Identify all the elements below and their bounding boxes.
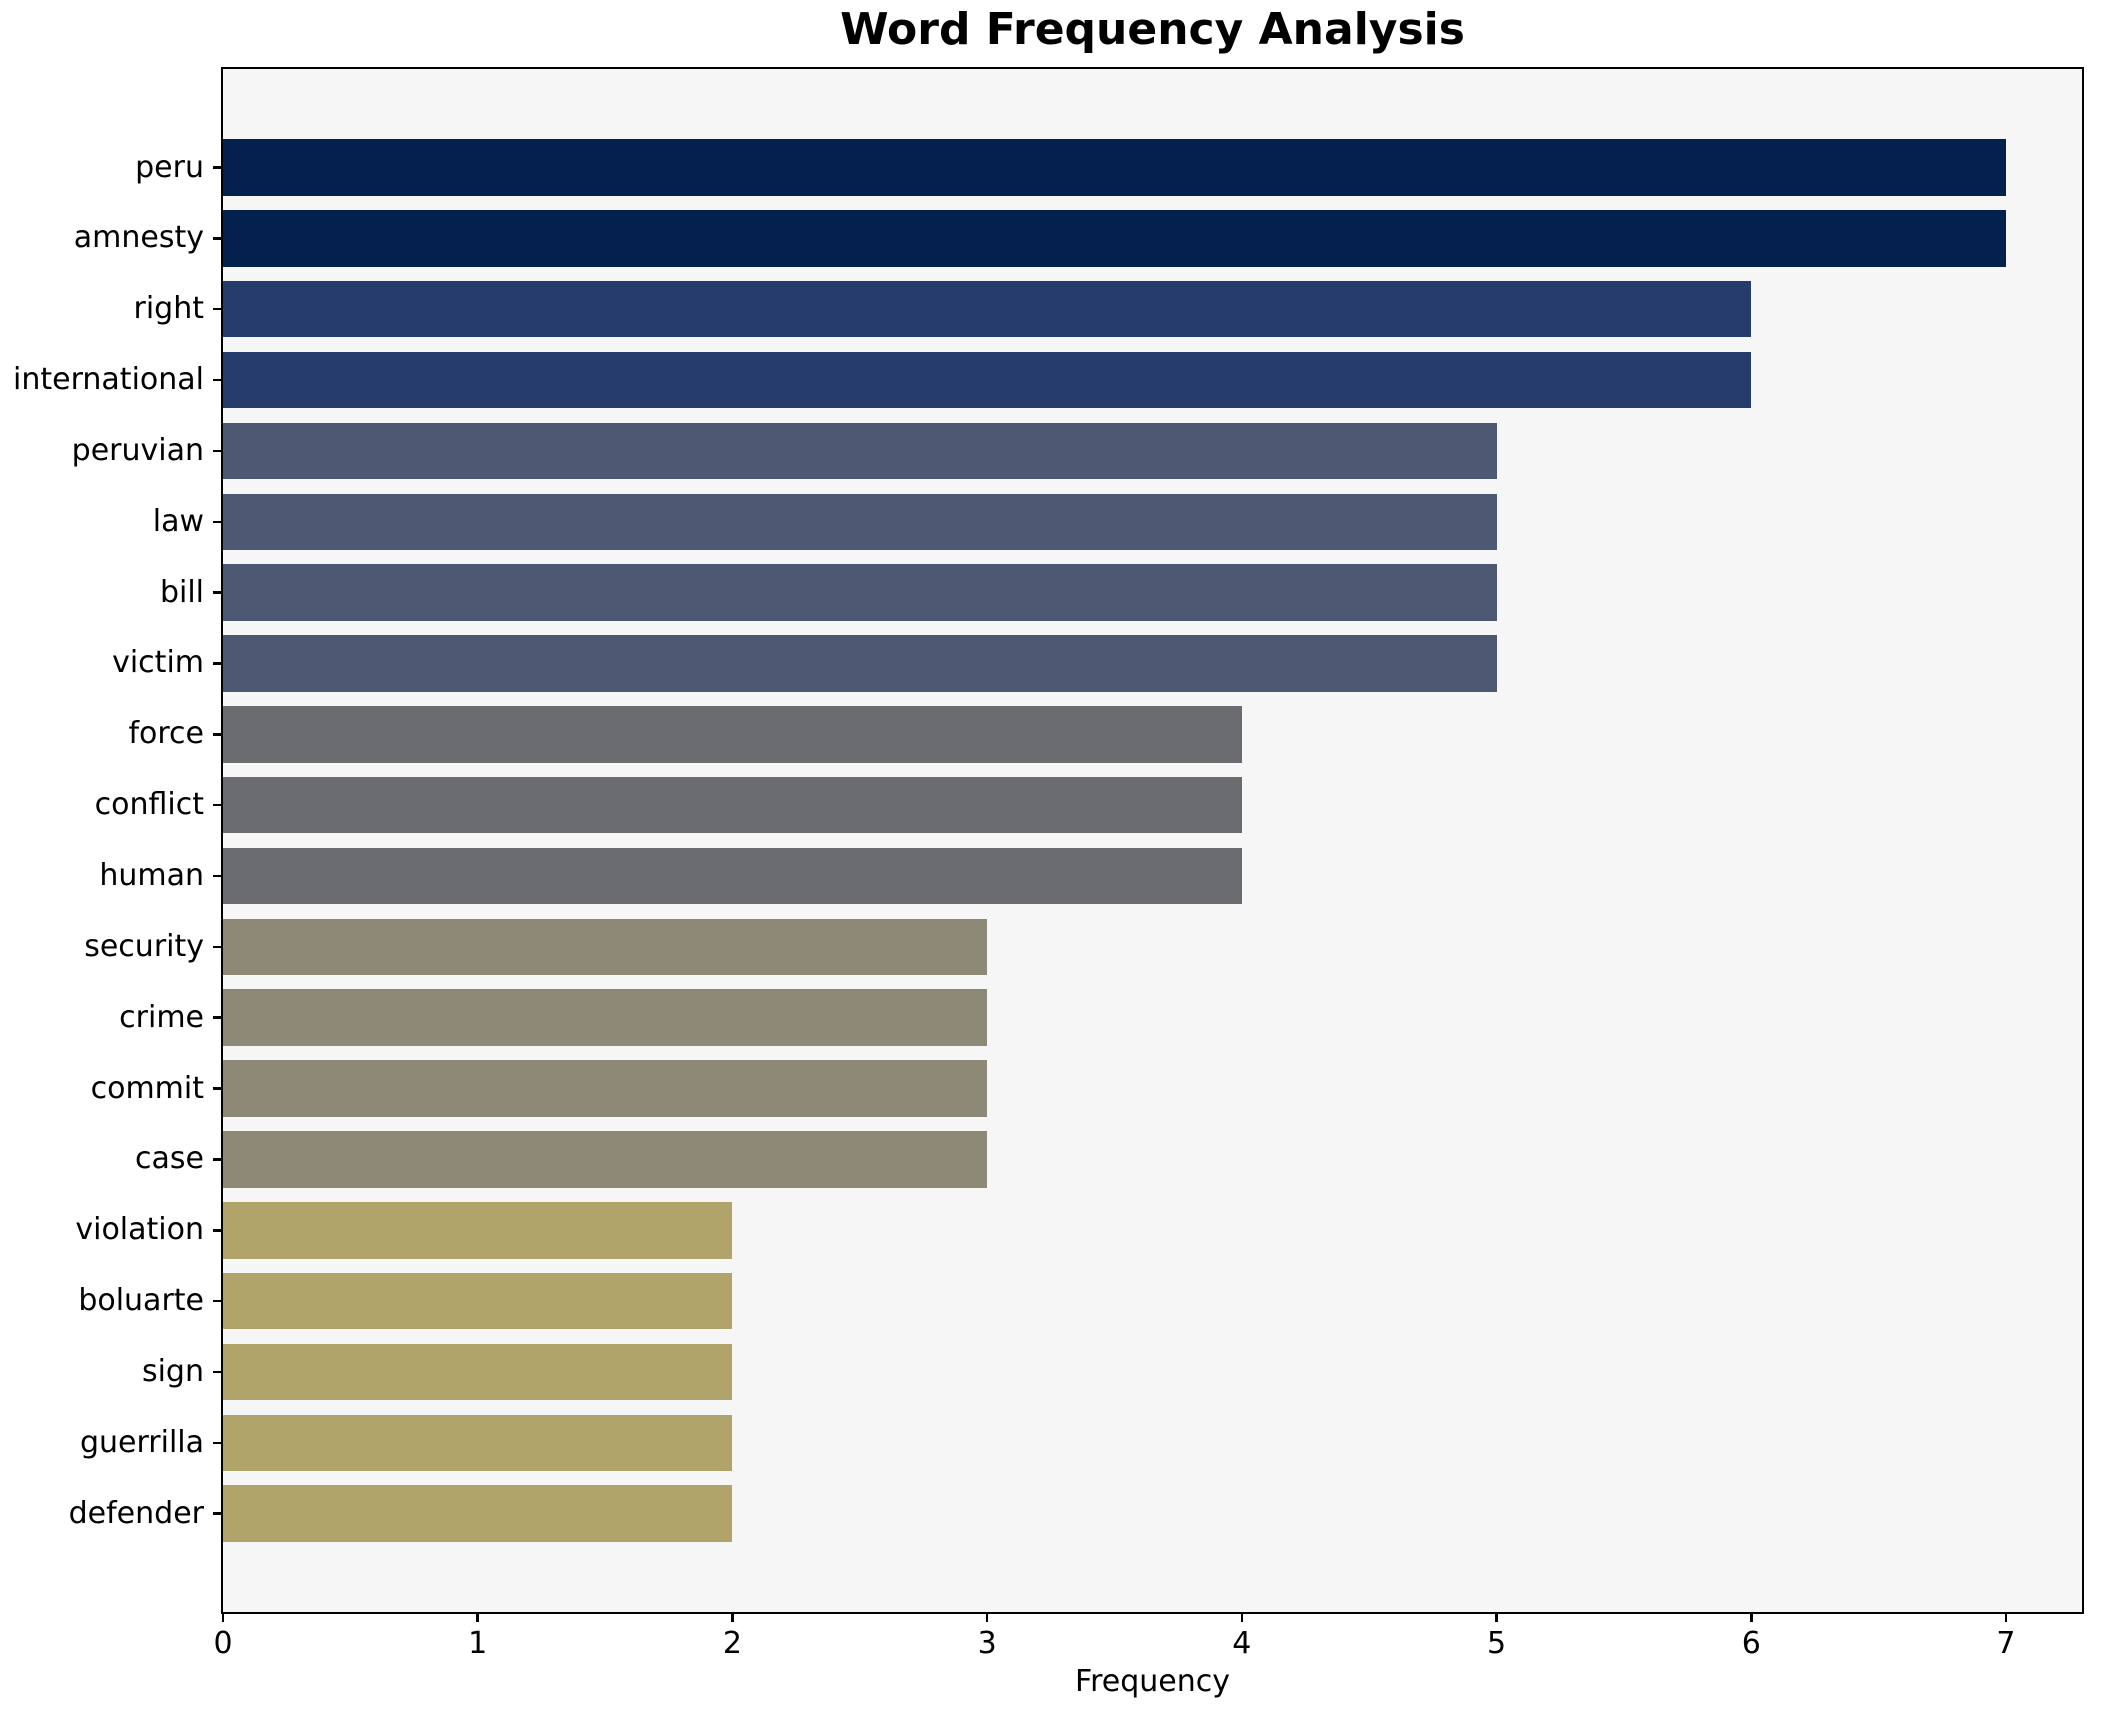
y-tick-mark xyxy=(213,1158,223,1161)
y-tick-mark xyxy=(213,1087,223,1090)
y-tick-mark xyxy=(213,166,223,169)
x-tick-label-4: 4 xyxy=(1232,1626,1252,1661)
y-tick-label-human: human xyxy=(99,858,204,893)
bar-peruvian xyxy=(223,422,1497,480)
y-tick-label-bill: bill xyxy=(159,574,204,610)
y-tick-mark xyxy=(213,945,223,949)
bar-sign xyxy=(223,1343,733,1401)
x-tick-mark xyxy=(1495,1612,1498,1622)
y-tick-mark xyxy=(213,237,223,240)
x-tick-label-2: 2 xyxy=(722,1626,742,1661)
y-tick-mark xyxy=(213,1016,223,1019)
x-axis-title: Frequency xyxy=(1075,1664,1230,1699)
y-tick-label-sign: sign xyxy=(141,1353,204,1389)
x-tick-label-5: 5 xyxy=(1487,1626,1507,1661)
y-tick-label-force: force xyxy=(128,716,204,752)
y-tick-label-international: international xyxy=(13,362,204,398)
bar-conflict xyxy=(223,776,1242,834)
bar-international xyxy=(223,351,1752,409)
y-tick-label-law: law xyxy=(152,503,204,539)
y-tick-label-victim: victim xyxy=(112,645,204,681)
y-tick-mark xyxy=(213,803,223,807)
y-tick-mark xyxy=(213,1370,223,1374)
bar-law xyxy=(223,493,1497,550)
bar-violation xyxy=(223,1202,733,1259)
x-tick-mark xyxy=(1240,1612,1244,1622)
y-tick-label-right: right xyxy=(133,291,205,327)
bar-amnesty xyxy=(223,210,2006,267)
x-tick-mark xyxy=(221,1612,225,1622)
x-tick-label-0: 0 xyxy=(213,1626,233,1661)
y-tick-mark xyxy=(213,1229,223,1232)
y-tick-mark xyxy=(213,1512,223,1515)
y-tick-mark xyxy=(213,662,223,665)
y-tick-label-boluarte: boluarte xyxy=(78,1283,204,1319)
bar-boluarte xyxy=(223,1272,733,1330)
y-tick-label-conflict: conflict xyxy=(94,787,204,823)
y-tick-mark xyxy=(213,1299,223,1303)
x-tick-mark xyxy=(1750,1612,1753,1622)
y-tick-mark xyxy=(213,378,223,382)
x-tick-label-6: 6 xyxy=(1741,1626,1761,1661)
x-tick-label-1: 1 xyxy=(468,1626,488,1661)
bar-defender xyxy=(223,1485,733,1542)
y-tick-mark xyxy=(213,874,223,878)
y-tick-label-security: security xyxy=(84,928,204,964)
x-tick-mark xyxy=(476,1612,479,1622)
bar-crime xyxy=(223,989,988,1046)
y-tick-label-crime: crime xyxy=(119,999,204,1035)
bar-force xyxy=(223,706,1242,763)
y-tick-label-defender: defender xyxy=(68,1495,204,1531)
y-tick-mark xyxy=(213,591,223,594)
chart-title: Word Frequency Analysis xyxy=(840,4,1465,55)
bar-case xyxy=(223,1131,988,1188)
y-tick-mark xyxy=(213,733,223,736)
x-tick-mark xyxy=(731,1612,734,1622)
y-tick-label-guerrilla: guerrilla xyxy=(79,1424,204,1460)
bar-bill xyxy=(223,564,1497,621)
y-tick-mark xyxy=(213,307,223,311)
bar-security xyxy=(223,918,988,976)
y-tick-mark xyxy=(213,449,223,453)
x-tick-mark xyxy=(985,1612,989,1622)
y-tick-mark xyxy=(213,1441,223,1445)
y-tick-label-amnesty: amnesty xyxy=(73,220,204,256)
y-tick-mark xyxy=(213,520,223,523)
y-tick-label-violation: violation xyxy=(75,1212,204,1248)
bar-guerrilla xyxy=(223,1414,733,1472)
y-tick-label-peru: peru xyxy=(135,149,204,185)
plot-area xyxy=(223,69,2082,1612)
x-tick-label-7: 7 xyxy=(1996,1626,2016,1661)
y-tick-label-commit: commit xyxy=(90,1070,204,1106)
bar-human xyxy=(223,847,1242,905)
bar-right xyxy=(223,280,1752,338)
bar-commit xyxy=(223,1060,988,1117)
y-tick-label-peruvian: peruvian xyxy=(71,432,204,468)
y-tick-label-case: case xyxy=(135,1141,204,1177)
x-tick-label-3: 3 xyxy=(977,1626,997,1661)
bar-peru xyxy=(223,139,2006,196)
x-tick-mark xyxy=(2004,1612,2008,1622)
bar-victim xyxy=(223,635,1497,692)
